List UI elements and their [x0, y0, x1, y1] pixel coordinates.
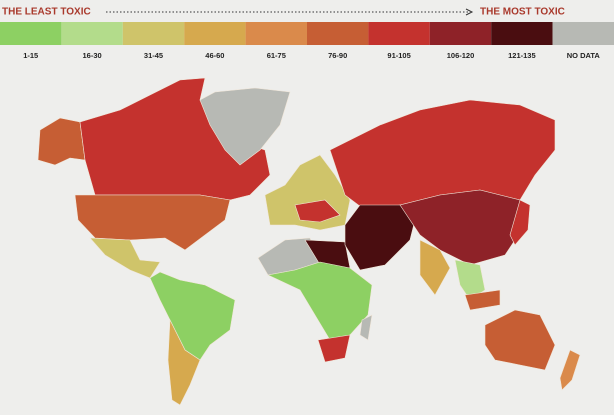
india [419, 239, 451, 296]
legend-label: 16-30 [83, 51, 102, 60]
legend-right-label: THE MOST TOXIC [480, 7, 565, 18]
legend-left-label: THE LEAST TOXIC [2, 7, 91, 18]
central-africa [267, 261, 373, 341]
legend-label: 76-90 [328, 51, 347, 60]
legend-swatch [429, 22, 492, 45]
new-zealand [559, 349, 581, 391]
legend-swatch [61, 22, 123, 45]
mexico [89, 237, 161, 279]
legend: 1-15 16-30 31-45 46-60 61-75 76-90 91-105 106-1… [0, 22, 614, 60]
legend-swatch [491, 22, 553, 45]
legend-swatch [552, 22, 614, 45]
central-europe [294, 199, 341, 223]
legend-swatch [245, 22, 307, 45]
madagascar [359, 314, 373, 341]
australia [484, 309, 556, 371]
legend-label: 61-75 [267, 51, 286, 60]
legend-label: 106-120 [447, 51, 475, 60]
brazil-region [149, 271, 236, 361]
japan [509, 199, 531, 246]
legend-arrowhead [465, 8, 474, 16]
argentina-chile [167, 318, 201, 406]
legend-swatch [122, 22, 185, 45]
legend-label: 46-60 [205, 51, 224, 60]
indonesia [464, 289, 501, 311]
legend-label: 121-135 [508, 51, 536, 60]
legend-swatch [184, 22, 246, 45]
map [37, 77, 581, 406]
legend-label: 91-105 [387, 51, 410, 60]
legend-swatch [368, 22, 430, 45]
usa [74, 194, 231, 251]
greenland [199, 87, 291, 166]
legend-label: 31-45 [144, 51, 163, 60]
legend-swatch [307, 22, 369, 45]
alaska [37, 117, 86, 166]
legend-label: 1-15 [23, 51, 38, 60]
legend-label: NO DATA [567, 51, 601, 60]
legend-swatch [0, 22, 62, 45]
south-africa [317, 334, 351, 363]
